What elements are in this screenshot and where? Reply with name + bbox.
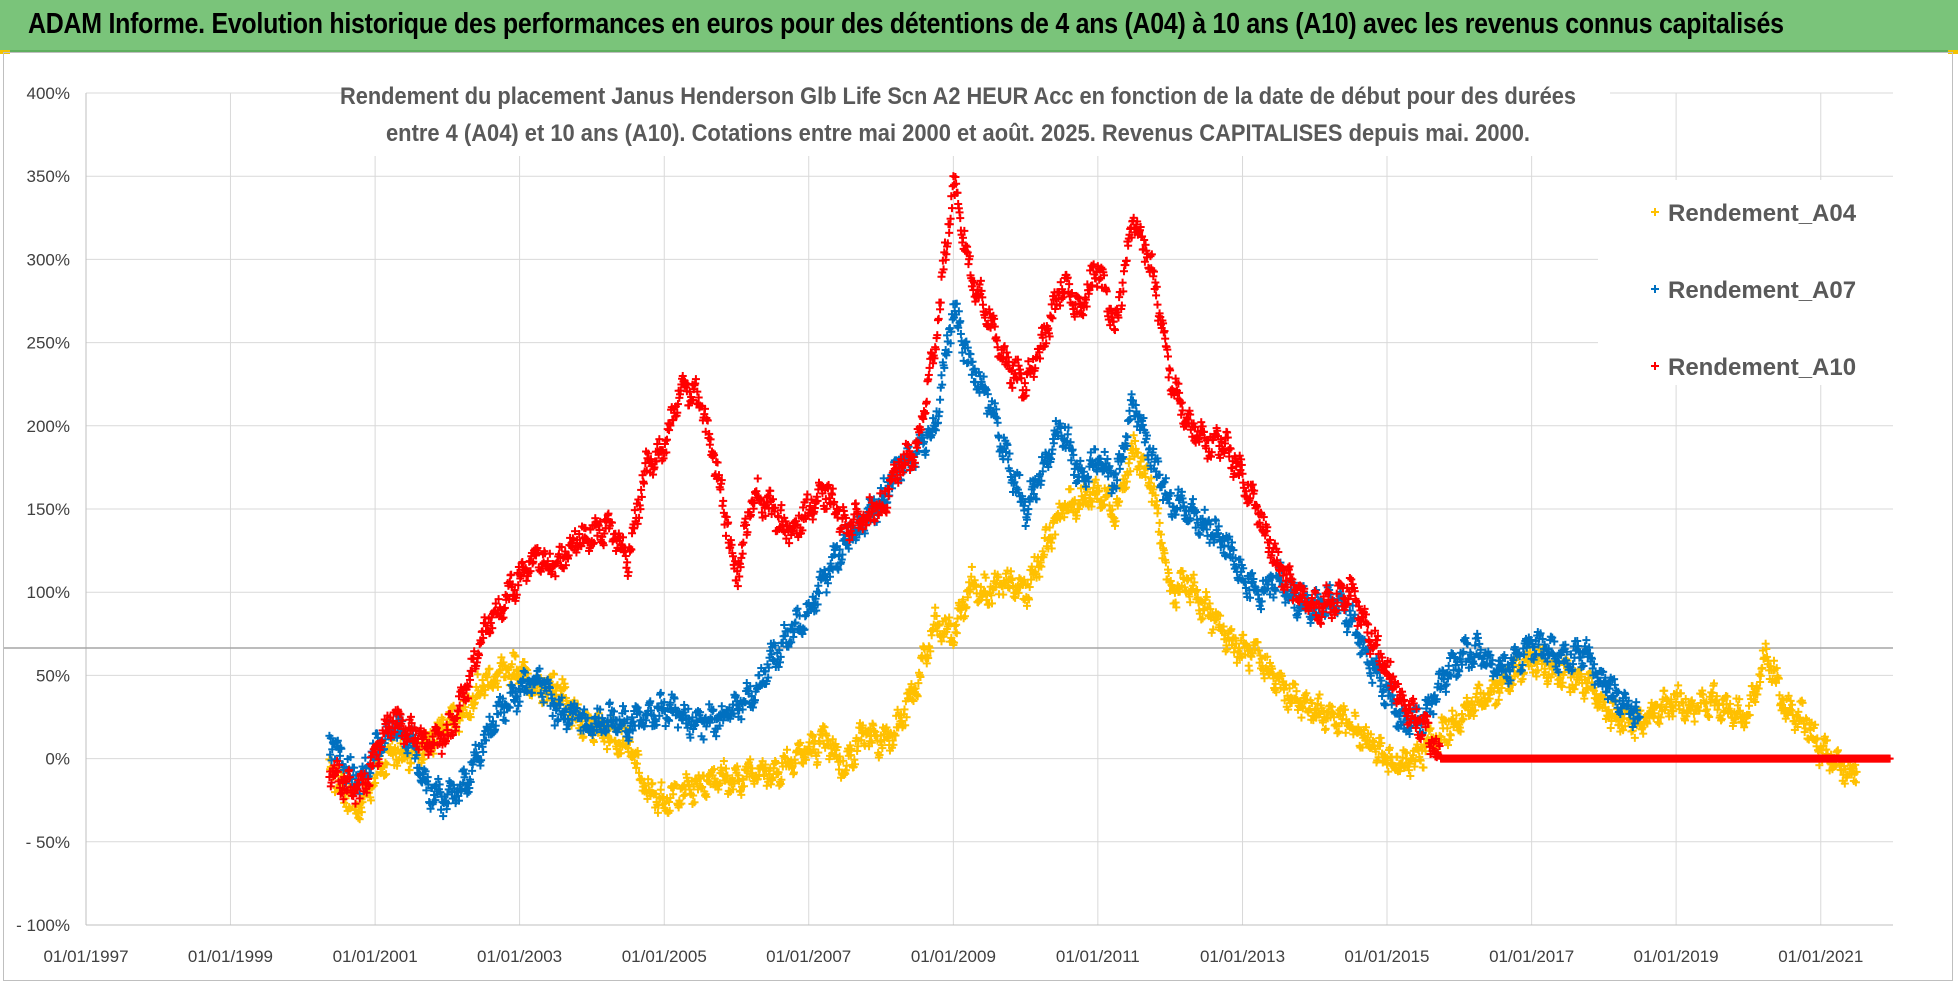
data-point	[1446, 731, 1455, 740]
data-point	[1690, 717, 1699, 726]
data-point	[1236, 555, 1245, 564]
data-point	[1639, 729, 1648, 738]
data-point	[967, 562, 976, 571]
data-point	[1157, 538, 1166, 547]
data-point	[1674, 681, 1683, 690]
series-Rendement_A04	[325, 431, 1861, 824]
data-point	[382, 760, 391, 769]
data-point	[1406, 771, 1415, 780]
data-point	[1200, 505, 1209, 514]
data-point	[922, 397, 931, 406]
data-point	[1021, 521, 1030, 530]
data-point	[931, 603, 940, 612]
data-point	[466, 713, 475, 722]
banner-title: ADAM Informe. Evolution historique des p…	[28, 8, 1784, 40]
data-point	[1448, 706, 1457, 715]
data-point	[924, 370, 933, 379]
data-point	[1197, 615, 1206, 624]
data-point	[483, 673, 492, 682]
data-point	[937, 371, 946, 380]
data-point	[355, 815, 364, 824]
data-point	[405, 766, 414, 775]
corner-mark-right	[1948, 50, 1958, 54]
data-point	[1315, 690, 1324, 699]
data-point	[605, 698, 614, 707]
chart-frame	[3, 52, 1953, 981]
data-point	[1660, 686, 1669, 695]
data-point	[357, 808, 366, 817]
data-point	[936, 395, 945, 404]
data-point	[382, 770, 391, 779]
data-point	[952, 629, 961, 638]
data-point	[1115, 464, 1124, 473]
data-point	[1632, 698, 1641, 707]
data-point	[493, 682, 502, 691]
data-point	[1368, 678, 1377, 687]
data-point	[1066, 485, 1075, 494]
data-point	[354, 813, 363, 822]
data-point	[1580, 694, 1589, 703]
data-point	[1292, 687, 1301, 696]
data-point	[1419, 763, 1428, 772]
data-point	[1756, 671, 1765, 680]
data-point	[1341, 728, 1350, 737]
data-point	[968, 357, 977, 366]
grid	[85, 92, 1893, 926]
data-point	[656, 785, 665, 794]
plot-area	[325, 172, 1894, 824]
data-point	[1314, 694, 1323, 703]
data-point	[762, 781, 771, 790]
data-point	[753, 474, 762, 483]
data-point	[656, 688, 665, 697]
data-point	[371, 779, 380, 788]
data-point	[1155, 518, 1164, 527]
data-point	[437, 749, 446, 758]
data-point	[497, 653, 506, 662]
data-point	[1049, 439, 1058, 448]
data-point	[673, 723, 682, 732]
data-point	[406, 759, 415, 768]
data-point	[719, 496, 728, 505]
data-point	[1655, 719, 1664, 728]
data-point	[393, 761, 402, 770]
data-point	[803, 490, 812, 499]
data-point	[507, 570, 516, 579]
data-point	[721, 531, 730, 540]
data-point	[439, 715, 448, 724]
data-point	[485, 664, 494, 673]
data-point	[623, 558, 632, 567]
data-point	[366, 796, 375, 805]
data-point	[922, 659, 931, 668]
data-point	[738, 549, 747, 558]
data-point	[713, 458, 722, 467]
data-point	[1582, 636, 1591, 645]
data-point	[461, 703, 470, 712]
data-point	[1245, 666, 1254, 675]
data-point	[822, 588, 831, 597]
data-point	[473, 670, 482, 679]
data-point	[1188, 495, 1197, 504]
data-point	[1100, 447, 1109, 456]
banner: ADAM Informe. Evolution historique des p…	[0, 0, 1958, 52]
data-point	[1127, 390, 1136, 399]
data-point	[345, 804, 354, 813]
data-point	[934, 314, 943, 323]
data-point	[1444, 661, 1453, 670]
data-point	[922, 446, 931, 455]
data-point	[1333, 729, 1342, 738]
data-point	[479, 747, 488, 756]
data-point	[1297, 713, 1306, 722]
data-point	[1606, 724, 1615, 733]
data-point	[481, 685, 490, 694]
